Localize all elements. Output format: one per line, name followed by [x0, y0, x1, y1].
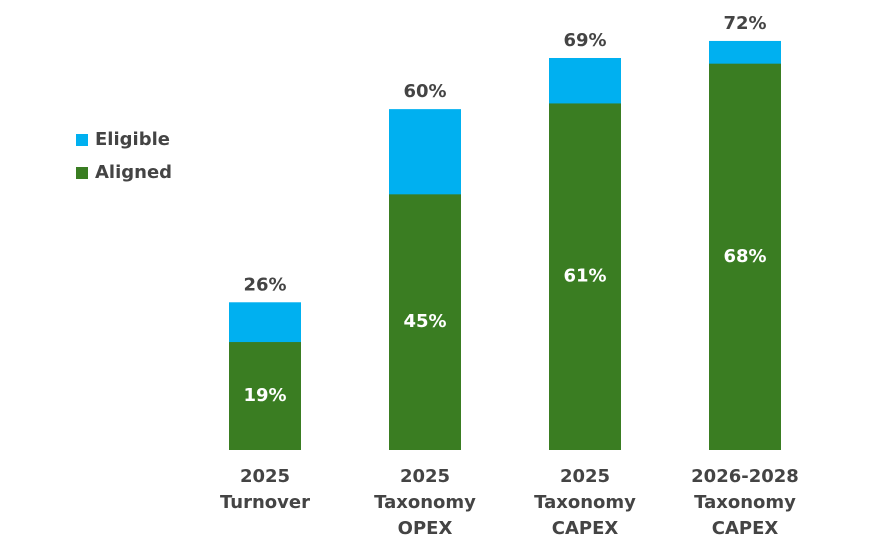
- value-label: 26%: [243, 274, 286, 295]
- bar: [229, 342, 301, 450]
- value-label: 45%: [403, 311, 446, 332]
- x-tick-label: CAPEX: [712, 518, 779, 539]
- x-tick-label: Turnover: [220, 492, 310, 513]
- legend-swatch: [76, 167, 88, 179]
- legend-label: Eligible: [95, 129, 170, 150]
- value-label: 69%: [563, 30, 606, 51]
- value-label: 19%: [243, 385, 286, 406]
- x-tick-label: Taxonomy: [694, 492, 796, 513]
- value-label: 61%: [563, 266, 606, 287]
- bar: [389, 194, 461, 450]
- x-tick-label: Taxonomy: [534, 492, 636, 513]
- x-tick-label: OPEX: [398, 518, 453, 539]
- value-label: 68%: [723, 246, 766, 267]
- legend-label: Aligned: [95, 162, 172, 183]
- value-label: 60%: [403, 81, 446, 102]
- x-tick-label: Taxonomy: [374, 492, 476, 513]
- legend-swatch: [76, 134, 88, 146]
- bar: [549, 103, 621, 450]
- bar: [709, 63, 781, 451]
- x-tick-label: 2025: [240, 466, 290, 487]
- x-tick-label: 2025: [560, 466, 610, 487]
- x-tick-label: 2026-2028: [691, 466, 799, 487]
- value-label: 72%: [723, 13, 766, 34]
- x-tick-label: CAPEX: [552, 518, 619, 539]
- x-tick-label: 2025: [400, 466, 450, 487]
